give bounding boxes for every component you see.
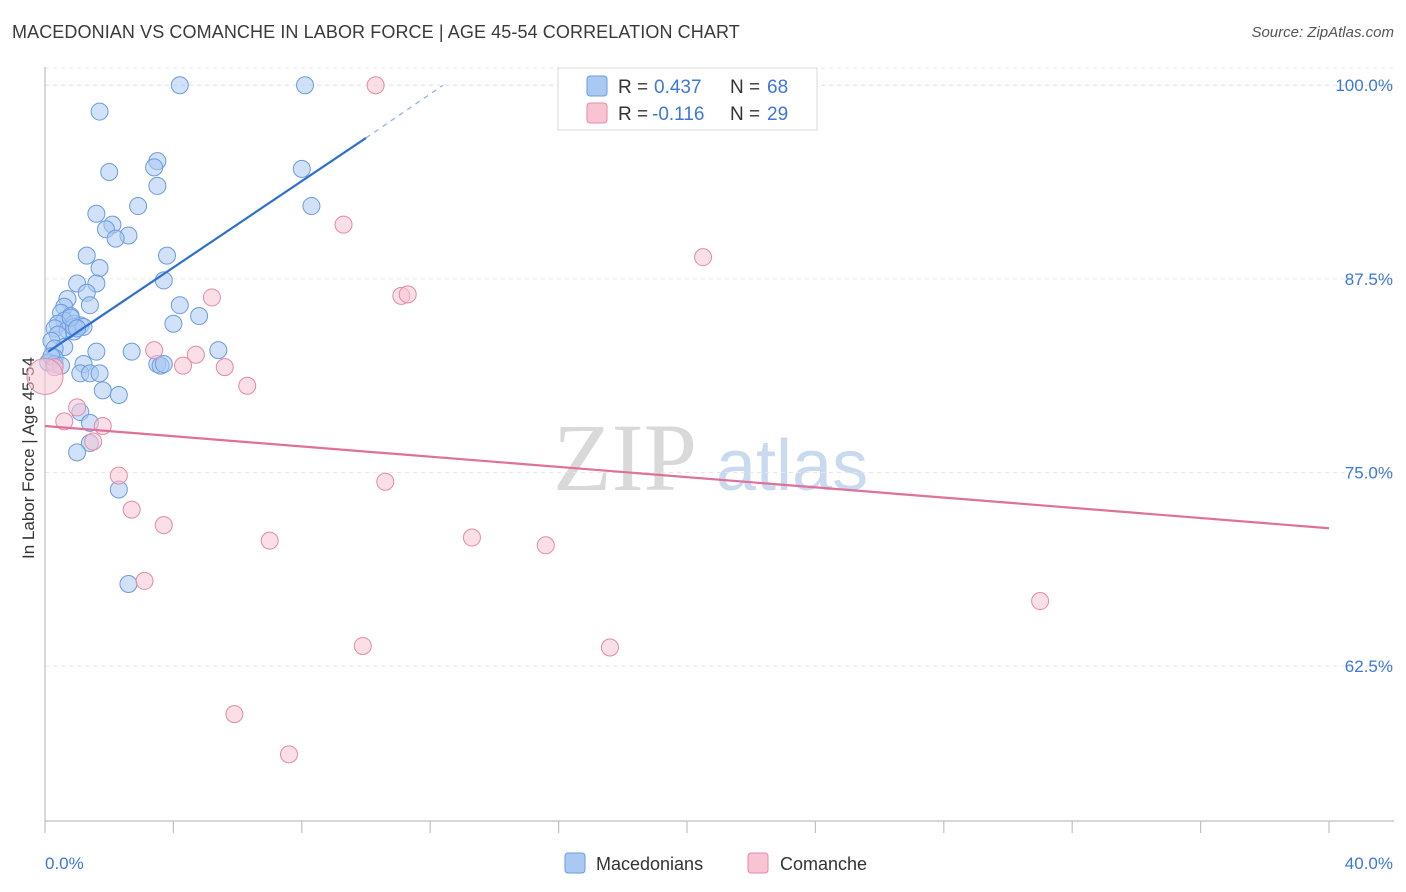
axes: [44, 67, 1394, 833]
y-tick-label: 75.0%: [1345, 463, 1393, 482]
legend-r-value: -0.116: [652, 104, 704, 125]
source-label: Source: ZipAtlas.com: [1251, 24, 1394, 41]
legend-r-value: 0.437: [654, 77, 702, 98]
macedonian-point: [68, 319, 87, 338]
legend: R = 0.437 N = 68 R = -0.116 N = 29: [557, 67, 818, 131]
comanche-point: [174, 356, 193, 375]
watermark: ZIP atlas: [553, 404, 868, 511]
macedonian-point: [119, 575, 138, 594]
comanche-point: [376, 472, 395, 491]
macedonian-point: [296, 76, 315, 95]
comanche-point: [202, 288, 221, 307]
macedonian-point: [190, 307, 209, 326]
comanche-point: [334, 215, 353, 234]
bottom-legend-comanche: Comanche: [780, 854, 867, 874]
x-tick-label: 40.0%: [1345, 854, 1393, 873]
macedonian-point: [292, 159, 311, 178]
y-tick-label: 62.5%: [1345, 657, 1393, 676]
y-tick-label: 100.0%: [1335, 76, 1393, 95]
macedonian-trend-line: [47, 136, 367, 353]
comanche-point: [1031, 592, 1050, 611]
legend-swatch-comanche: [586, 102, 608, 124]
macedonian-point: [90, 259, 109, 278]
comanche-point: [536, 536, 555, 555]
series-macedonians: [39, 76, 321, 594]
gridlines: [45, 67, 1394, 667]
macedonian-point: [80, 296, 99, 315]
macedonian-point: [154, 355, 173, 374]
legend-n-label: N =: [730, 104, 760, 125]
macedonian-point: [87, 342, 106, 361]
comanche-point: [109, 466, 128, 485]
macedonian-point: [90, 364, 109, 383]
comanche-point: [462, 528, 481, 547]
comanche-point: [215, 358, 234, 377]
macedonian-point: [129, 197, 148, 216]
macedonian-point: [68, 443, 87, 462]
comanche-point: [84, 432, 103, 451]
y-tick-label: 87.5%: [1345, 270, 1393, 289]
bottom-legend-macedonians: Macedonians: [596, 854, 703, 874]
comanche-point-large: [26, 357, 64, 395]
legend-n-label: N =: [730, 77, 760, 98]
comanche-point: [225, 705, 244, 724]
comanche-point: [260, 531, 279, 550]
series-comanche: [26, 76, 1050, 764]
macedonian-point: [170, 76, 189, 95]
macedonian-point: [148, 176, 167, 195]
y-tick-labels: 62.5% 75.0% 87.5% 100.0%: [1335, 76, 1393, 676]
chart-title: MACEDONIAN VS COMANCHE IN LABOR FORCE | …: [12, 22, 740, 42]
macedonian-point: [145, 158, 164, 177]
legend-swatch-macedonians: [586, 75, 608, 97]
comanche-point: [398, 285, 417, 304]
bottom-legend-swatch-macedonians: [564, 852, 586, 874]
macedonian-point: [164, 314, 183, 333]
comanche-point: [353, 636, 372, 655]
y-axis-label: In Labor Force | Age 45-54: [19, 357, 38, 559]
comanche-point: [186, 345, 205, 364]
comanche-point: [68, 398, 87, 417]
comanche-point: [145, 341, 164, 360]
comanche-trend-line: [44, 424, 1330, 530]
comanche-point: [279, 745, 298, 764]
macedonian-point: [109, 386, 128, 405]
macedonian-point: [157, 246, 176, 265]
macedonian-point: [170, 296, 189, 315]
comanche-point: [55, 412, 74, 431]
comanche-point: [694, 248, 713, 267]
macedonian-point: [106, 229, 125, 248]
bottom-legend-swatch-comanche: [747, 852, 769, 874]
comanche-point: [600, 638, 619, 657]
macedonian-point: [90, 102, 109, 121]
legend-r-label: R =: [618, 77, 648, 98]
legend-r-label: R =: [618, 104, 648, 125]
legend-n-value: 68: [767, 77, 788, 98]
trend-lines: [44, 84, 1330, 530]
legend-n-value: 29: [767, 104, 788, 125]
macedonian-point: [93, 381, 112, 400]
comanche-point: [122, 500, 141, 519]
watermark-atlas: atlas: [716, 426, 868, 506]
watermark-zip: ZIP: [553, 404, 697, 511]
macedonian-point: [100, 162, 119, 181]
macedonian-point: [209, 341, 228, 360]
bottom-legend: Macedonians Comanche: [564, 852, 867, 874]
x-tick-label: 0.0%: [45, 854, 84, 873]
comanche-point: [238, 376, 257, 395]
macedonian-point: [87, 204, 106, 223]
macedonian-point: [77, 246, 96, 265]
comanche-point: [366, 76, 385, 95]
macedonian-point: [122, 342, 141, 361]
x-tick-labels: 0.0% 40.0%: [45, 854, 1393, 873]
comanche-point: [154, 516, 173, 535]
macedonian-point: [302, 197, 321, 216]
comanche-point: [135, 571, 154, 590]
